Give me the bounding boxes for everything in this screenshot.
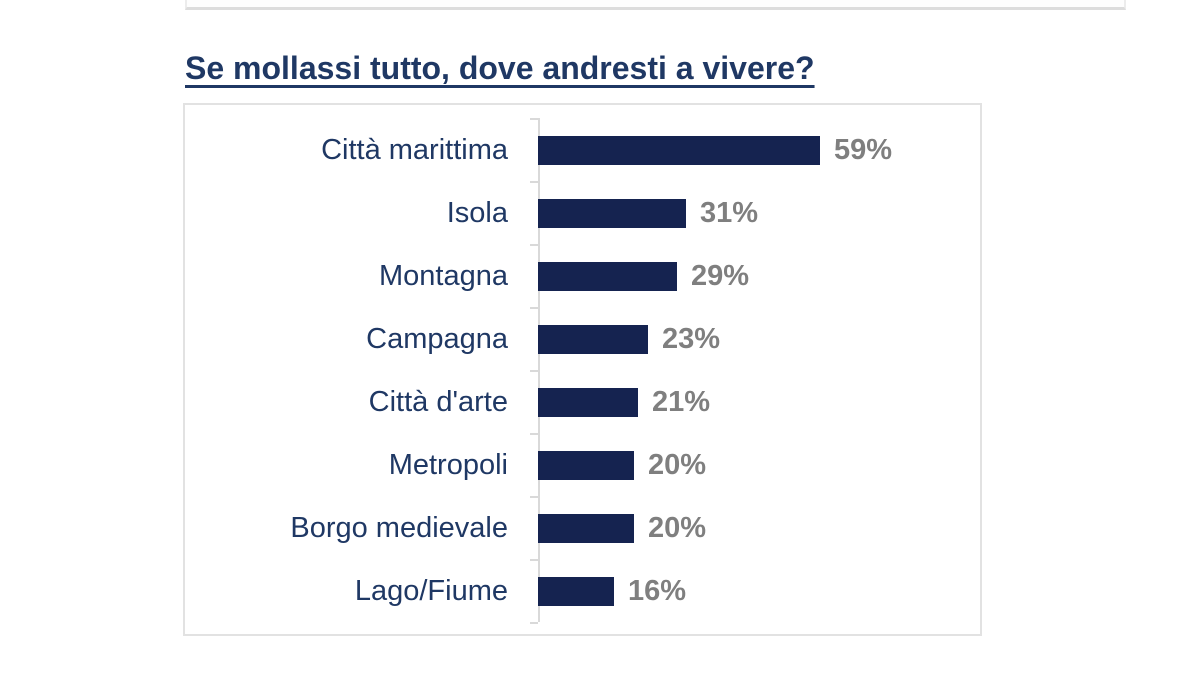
- bar: [538, 451, 634, 480]
- chart-row: Città marittima 59%: [185, 119, 980, 182]
- bar: [538, 388, 638, 417]
- value-label: 29%: [691, 260, 750, 292]
- value-label: 16%: [628, 575, 687, 607]
- category-label: Campagna: [366, 323, 508, 355]
- category-label: Montagna: [379, 260, 508, 292]
- chart-rows: Città marittima 59% Isola 31% Montagna 29% Cam…: [185, 119, 980, 623]
- bar: [538, 262, 677, 291]
- y-axis-line: [538, 118, 540, 622]
- value-label: 31%: [700, 197, 759, 229]
- bar: [538, 199, 686, 228]
- axis-tick: [530, 307, 538, 309]
- category-label: Borgo medievale: [290, 512, 508, 544]
- bar: [538, 136, 820, 165]
- category-label: Città marittima: [321, 134, 508, 166]
- axis-tick: [530, 370, 538, 372]
- chart-title: Se mollassi tutto, dove andresti a viver…: [185, 50, 815, 86]
- category-label: Metropoli: [388, 449, 508, 481]
- axis-tick: [530, 559, 538, 561]
- axis-tick: [530, 622, 538, 624]
- category-label: Lago/Fiume: [354, 575, 508, 607]
- category-label: Città d'arte: [368, 386, 508, 418]
- bar-chart: Città marittima 59% Isola 31% Montagna 29% Cam…: [183, 103, 982, 636]
- value-label: 20%: [648, 449, 707, 481]
- cropped-box-above: [185, 0, 1126, 10]
- value-label: 21%: [652, 386, 711, 418]
- chart-row: Montagna 29%: [185, 245, 980, 308]
- chart-row: Campagna 23%: [185, 308, 980, 371]
- axis-tick: [530, 496, 538, 498]
- value-label: 23%: [662, 323, 721, 355]
- axis-tick: [530, 118, 538, 120]
- chart-row: Città d'arte 21%: [185, 371, 980, 434]
- value-label: 59%: [834, 134, 893, 166]
- axis-tick: [530, 244, 538, 246]
- chart-row: Borgo medievale 20%: [185, 497, 980, 560]
- bar: [538, 514, 634, 543]
- chart-row: Isola 31%: [185, 182, 980, 245]
- chart-row: Metropoli 20%: [185, 434, 980, 497]
- axis-tick: [530, 181, 538, 183]
- axis-tick: [530, 433, 538, 435]
- bar: [538, 577, 614, 606]
- chart-row: Lago/Fiume 16%: [185, 560, 980, 623]
- value-label: 20%: [648, 512, 707, 544]
- bar: [538, 325, 648, 354]
- category-label: Isola: [446, 197, 508, 229]
